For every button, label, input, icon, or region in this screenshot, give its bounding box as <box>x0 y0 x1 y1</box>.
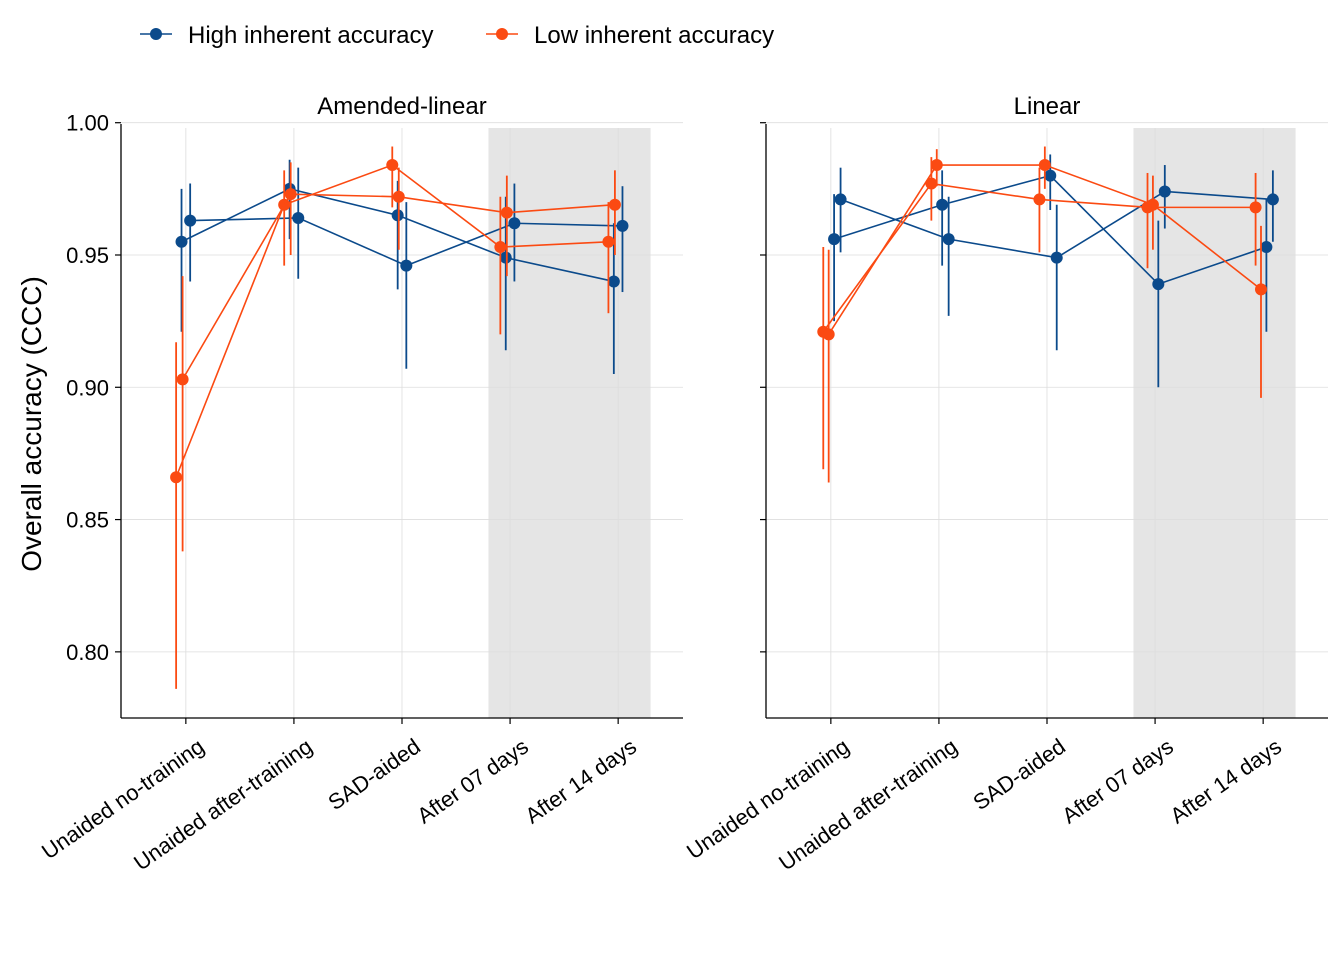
y-tick-label-3: 0.95 <box>66 243 109 268</box>
legend-label-1: Low inherent accuracy <box>534 22 774 49</box>
x-tick-label-4: After 14 days <box>520 734 641 829</box>
data-point-2 <box>1033 193 1046 206</box>
legend-marker-1 <box>496 28 508 40</box>
y-tick-label-1: 0.85 <box>66 508 109 533</box>
x-tick-label-3: After 07 days <box>1057 734 1178 829</box>
data-point-3 <box>1146 198 1159 211</box>
data-point-0 <box>175 235 188 248</box>
data-point-1 <box>284 188 297 201</box>
y-axis-title: Overall accuracy (CCC) <box>16 276 47 572</box>
data-point-1 <box>292 211 305 224</box>
series-0 <box>834 165 1279 351</box>
data-point-4 <box>1249 201 1262 214</box>
shaded-region <box>488 128 651 718</box>
data-point-0 <box>176 373 189 386</box>
data-point-4 <box>1266 193 1279 206</box>
data-point-3 <box>508 217 521 230</box>
series-0 <box>184 167 629 369</box>
panel-title: Amended-linear <box>317 93 486 120</box>
data-point-2 <box>392 190 405 203</box>
data-point-3 <box>1152 278 1165 291</box>
data-point-3 <box>1158 185 1171 198</box>
panels: 0.80 0.85 0.90 0.95 1.00 Unaided no-trainingU… <box>37 93 1328 875</box>
series-2 <box>817 157 1262 470</box>
data-point-2 <box>1044 169 1057 182</box>
x-tick-label-3: After 07 days <box>412 734 533 829</box>
x-tick-label-2: SAD-aided <box>323 734 424 816</box>
data-point-3 <box>499 251 512 264</box>
data-point-1 <box>936 198 949 211</box>
data-point-2 <box>1050 251 1063 264</box>
x-tick-label-1: Unaided after-training <box>129 734 317 876</box>
x-tick-label-4: After 14 days <box>1165 734 1286 829</box>
series-1 <box>828 154 1273 388</box>
legend: High inherent accuracy Low inherent accur… <box>140 22 774 49</box>
data-point-4 <box>608 198 621 211</box>
y-tick-label-0: 0.80 <box>66 640 109 665</box>
data-point-0 <box>822 328 835 341</box>
series-3 <box>176 162 621 552</box>
data-point-0 <box>170 471 183 484</box>
data-point-0 <box>834 193 847 206</box>
data-point-4 <box>1260 241 1273 254</box>
data-point-4 <box>1254 283 1267 296</box>
shaded-region <box>1133 128 1296 718</box>
legend-marker-0 <box>150 28 162 40</box>
series-3 <box>822 146 1267 483</box>
series-1 <box>175 159 620 375</box>
data-point-1 <box>942 233 955 246</box>
data-point-2 <box>391 209 404 222</box>
legend-label-0: High inherent accuracy <box>188 22 433 49</box>
y-tick-label-2: 0.90 <box>66 375 109 400</box>
x-tick-label-1: Unaided after-training <box>774 734 962 876</box>
y-tick-label-4: 1.00 <box>66 111 109 136</box>
data-point-0 <box>184 214 197 227</box>
data-point-2 <box>400 259 413 272</box>
data-point-3 <box>500 206 513 219</box>
data-point-3 <box>494 241 507 254</box>
data-point-4 <box>616 219 629 232</box>
data-point-2 <box>386 159 399 172</box>
data-point-2 <box>1038 159 1051 172</box>
data-point-1 <box>930 159 943 172</box>
x-tick-label-2: SAD-aided <box>968 734 1069 816</box>
data-point-0 <box>828 233 841 246</box>
panel-title: Linear <box>1014 93 1081 120</box>
series-2 <box>170 146 615 689</box>
data-point-4 <box>602 235 615 248</box>
data-point-1 <box>925 177 938 190</box>
data-point-4 <box>607 275 620 288</box>
